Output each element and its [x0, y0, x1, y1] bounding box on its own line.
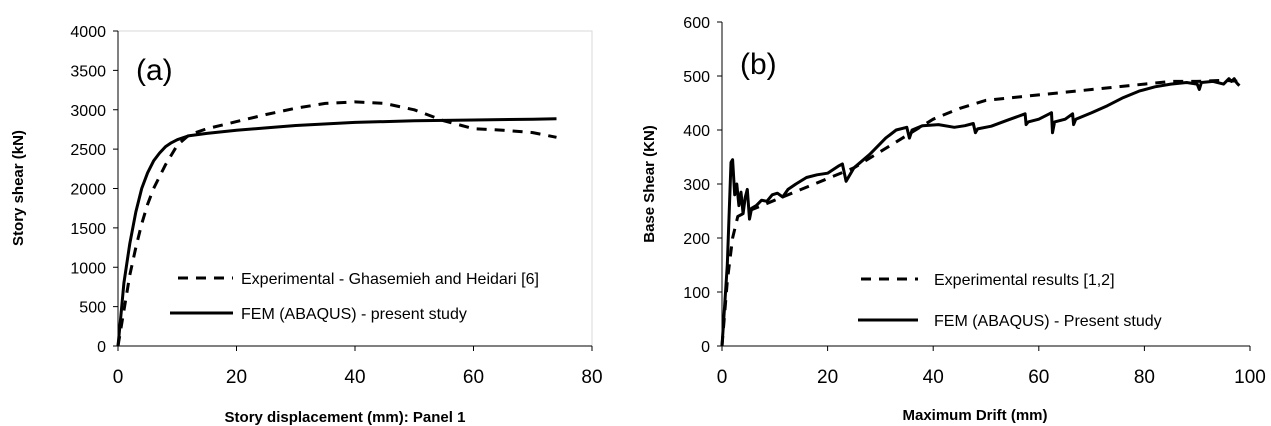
legend-label-fem: FEM (ABAQUS) - Present study [934, 313, 1162, 330]
x-tick-label: 60 [463, 367, 484, 388]
x-tick-label: 80 [581, 367, 602, 388]
x-tick-label: 0 [113, 367, 124, 388]
y-tick-label: 1500 [70, 221, 106, 238]
y-tick-label: 600 [683, 15, 710, 32]
y-tick-label: 0 [97, 339, 106, 356]
panel-label: (b) [740, 48, 777, 81]
x-axis-label: Story displacement (mm): Panel 1 [225, 409, 466, 426]
chart-panel-a: 0 500 1000 1500 2000 2500 3000 3500 4000 0 20 40 60… [10, 24, 603, 426]
x-tick-label: 100 [1234, 367, 1266, 388]
y-tick-label: 3500 [70, 63, 106, 80]
y-tick-label: 500 [79, 300, 106, 317]
y-tick-label: 2000 [70, 182, 106, 199]
legend: Experimental results [1,2] FEM (ABAQUS) … [858, 272, 1162, 330]
y-tick-label: 3000 [70, 103, 106, 120]
y-tick-label: 0 [701, 339, 710, 356]
y-tick-label: 400 [683, 123, 710, 140]
legend-label-experimental: Experimental results [1,2] [934, 272, 1115, 289]
x-tick-label: 0 [717, 367, 728, 388]
x-tick-label: 40 [344, 367, 365, 388]
y-tick-label: 2500 [70, 142, 106, 159]
y-tick-label: 300 [683, 177, 710, 194]
y-tick-label: 500 [683, 69, 710, 86]
series-line-fem [116, 117, 557, 347]
x-tick-label: 60 [1028, 367, 1049, 388]
legend: Experimental - Ghasemieh and Heidari [6]… [170, 271, 539, 323]
series-lines [720, 77, 1241, 347]
y-tick-label: 200 [683, 231, 710, 248]
plot-area-border [117, 30, 593, 347]
x-tick-labels: 0 20 40 60 80 [113, 346, 603, 388]
series-line-fem [720, 77, 1241, 347]
x-axis-label: Maximum Drift (mm) [902, 407, 1047, 424]
x-tick-label: 20 [226, 367, 247, 388]
y-tick-label: 100 [683, 285, 710, 302]
x-tick-label: 20 [817, 367, 838, 388]
series-line-experimental [116, 100, 557, 347]
legend-label-fem: FEM (ABAQUS) - present study [241, 306, 467, 323]
y-axis-label: Base Shear (KN) [641, 125, 658, 243]
legend-label-experimental: Experimental - Ghasemieh and Heidari [6] [241, 271, 539, 288]
y-tick-labels: 0 500 1000 1500 2000 2500 3000 3500 4000 [70, 24, 118, 356]
y-axis-label: Story shear (kN) [10, 130, 27, 246]
y-tick-label: 4000 [70, 24, 106, 41]
panel-label: (a) [136, 54, 173, 87]
series-lines [116, 100, 557, 347]
y-tick-labels: 0 100 200 300 400 500 600 [683, 15, 722, 356]
chart-panel-b: 0 100 200 300 400 500 600 0 20 40 60 80 100 (b) Max… [641, 15, 1266, 424]
x-tick-label: 80 [1134, 367, 1155, 388]
series-line-experimental [720, 78, 1240, 347]
x-tick-label: 40 [923, 367, 944, 388]
y-tick-label: 1000 [70, 260, 106, 277]
x-tick-labels: 0 20 40 60 80 100 [717, 346, 1266, 388]
